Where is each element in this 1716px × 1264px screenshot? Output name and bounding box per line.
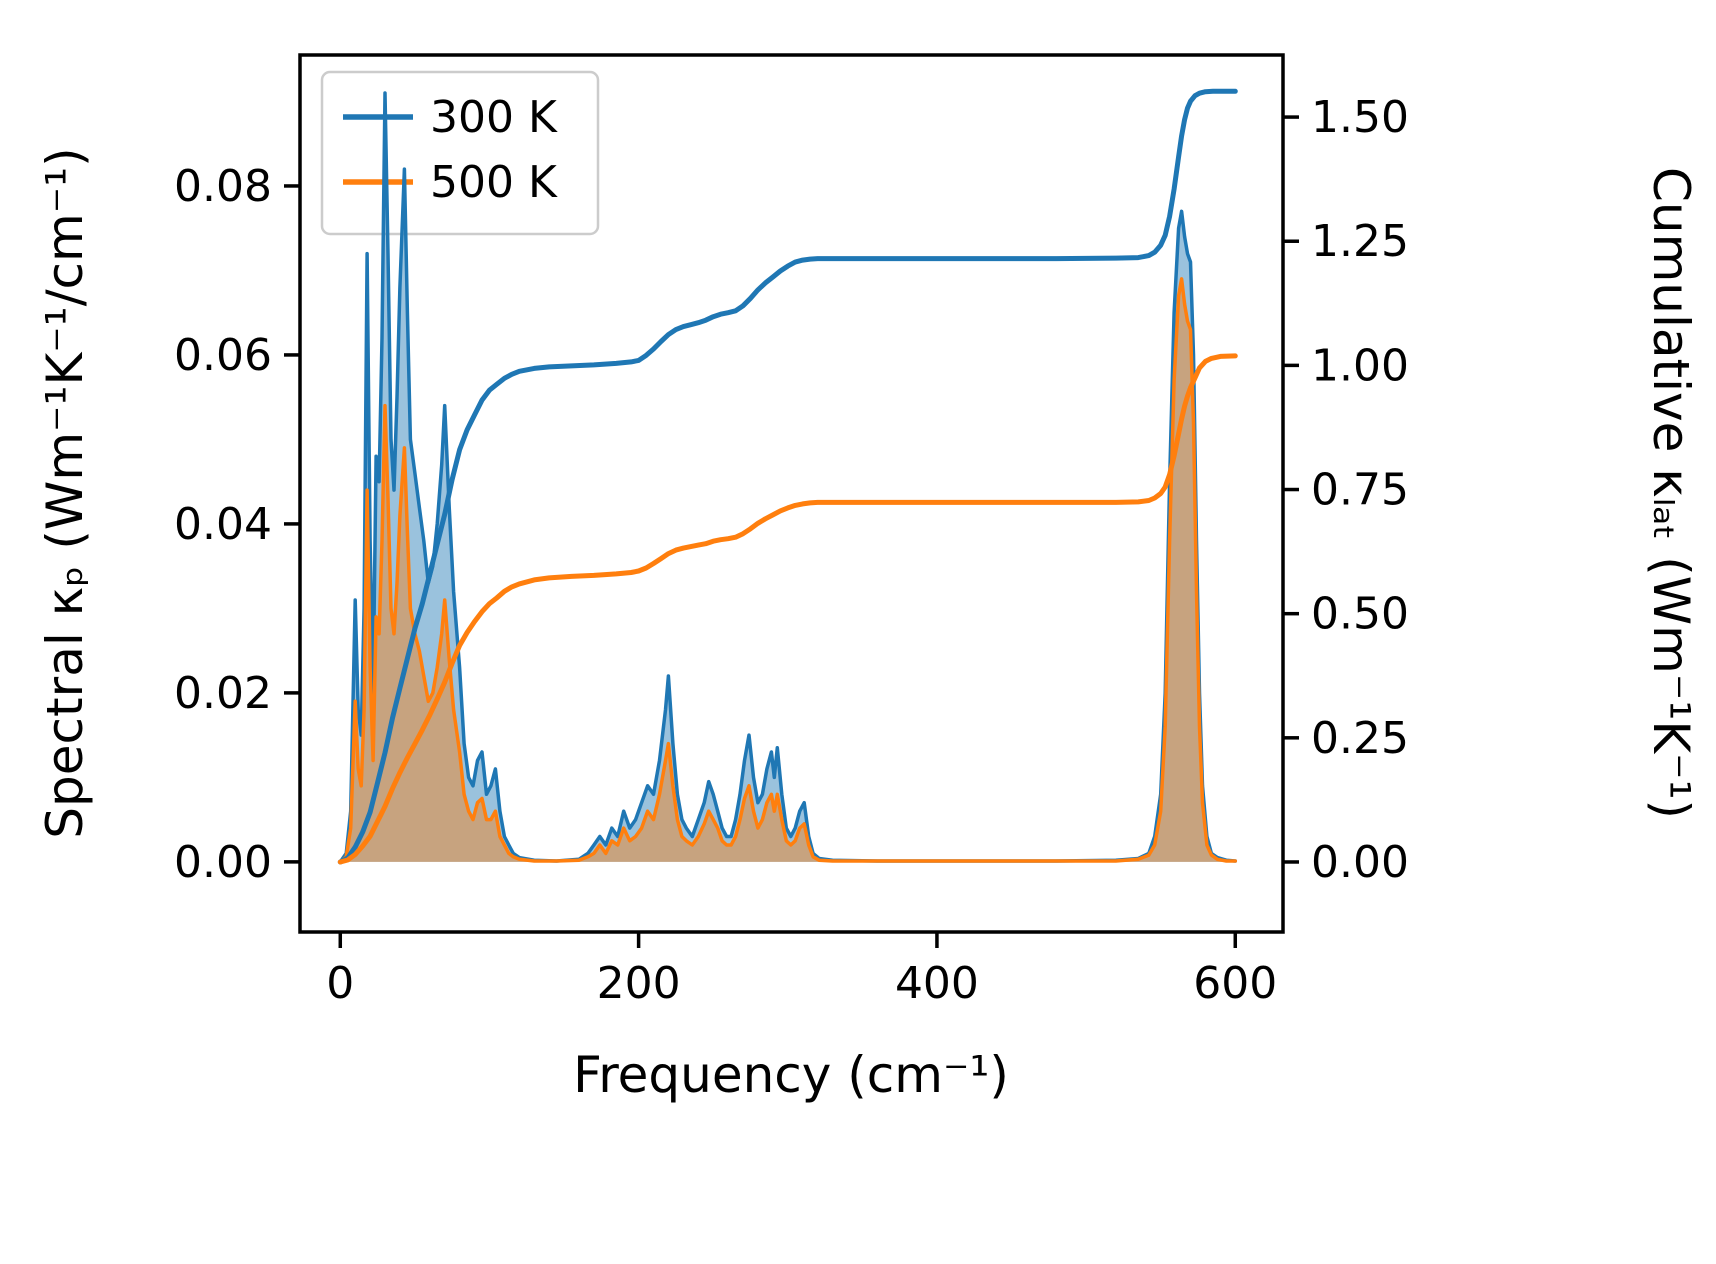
series-cumulative-klat-300K-line [337,88,1238,865]
y-axis-label-left: Spectral κₚ (Wm⁻¹K⁻¹/cm⁻¹) [36,147,94,838]
plot-border [298,53,1285,934]
series-cumulative-klat-500K-line [337,353,1238,865]
y-tick-label-right: 0.50 [1311,589,1409,640]
y-tick-label-right: 0.00 [1311,837,1409,888]
legend-item-300k: 300 K [343,92,558,143]
series-spectral-kp-300K-fill [340,93,1236,862]
y-tick-label-right: 1.50 [1311,92,1409,143]
series-spectral-kp-500K-fill [340,278,1236,862]
legend-item-500k: 500 K [343,157,558,208]
x-tick-label: 400 [895,958,979,1009]
x-tick-label: 600 [1193,958,1277,1009]
series-layer [337,88,1238,865]
y-tick-label-left: 0.04 [174,499,272,550]
series-spectral-kp-500K-line [338,277,1238,864]
x-axis-label: Frequency (cm⁻¹) [573,1046,1009,1104]
y-tick-label-right: 0.75 [1311,465,1409,516]
x-tick-label: 200 [597,958,681,1009]
y-tick-label-left: 0.08 [174,161,272,212]
legend: 300 K 500 K [320,70,600,236]
y-tick-label-left: 0.00 [174,837,272,888]
y-tick-label-left: 0.06 [174,330,272,381]
y-tick-label-right: 1.00 [1311,340,1409,391]
legend-label-500k: 500 K [430,157,558,208]
ticks-layer: 0 200 400 600 0.00 0.02 0.04 0.06 0.08 0.00 0.25 0.… [174,92,1409,1009]
y-tick-label-right: 1.25 [1311,216,1409,267]
y-tick-label-left: 0.02 [174,668,272,719]
legend-box [320,70,600,236]
legend-label-300k: 300 K [430,92,558,143]
y-tick-label-right: 0.25 [1311,713,1409,764]
y-axis-label-right: Cumulative κₗₐₜ (Wm⁻¹K⁻¹) [1642,167,1700,819]
x-tick-label: 0 [326,958,354,1009]
